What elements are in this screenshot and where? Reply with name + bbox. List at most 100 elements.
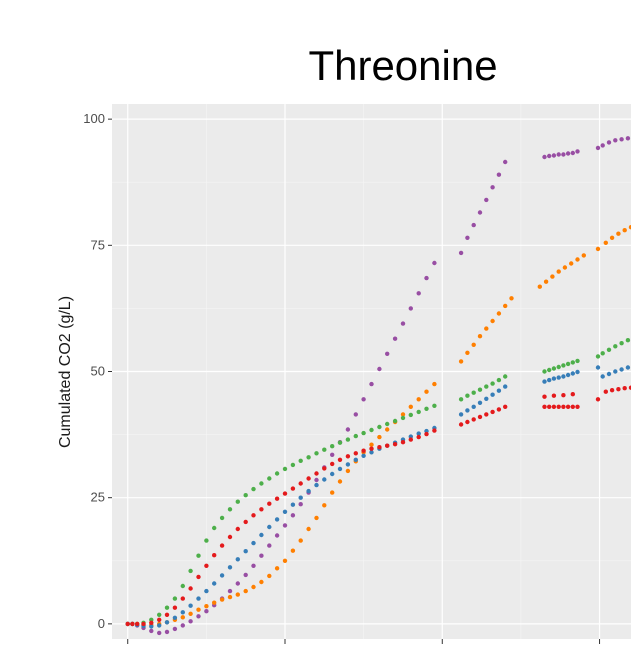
data-point [424,406,429,411]
data-point [509,296,514,301]
data-point [314,515,319,521]
data-point [172,605,178,610]
data-point [477,334,483,339]
data-point [259,507,264,512]
y-tick-label: 100 [83,111,105,126]
data-point [575,257,580,262]
data-point [330,452,335,457]
data-point [164,612,170,617]
series-4 [125,385,631,627]
data-point [628,385,631,390]
data-point [157,630,162,636]
data-point [227,594,233,600]
data-point [180,610,185,615]
data-point [172,596,178,601]
data-point [542,154,547,160]
data-point [503,374,508,379]
data-point [298,495,303,500]
y-axis: 0 25 50 75 100 [83,111,112,631]
data-point [484,197,489,203]
data-point [503,159,508,165]
data-point [196,614,201,619]
data-point [458,412,464,417]
data-point [551,393,557,398]
data-point [606,140,612,145]
data-point [432,381,437,387]
data-point [416,409,421,415]
data-point [196,553,201,558]
data-point [392,336,398,341]
data-point [556,152,561,157]
data-point [235,592,240,597]
data-point [345,468,351,474]
data-point [361,430,366,436]
data-point [465,419,470,425]
data-point [361,453,366,458]
data-point [613,344,618,349]
data-point [424,431,429,437]
data-point [503,384,508,389]
data-point [369,381,374,387]
data-point [219,573,225,578]
data-point [556,364,561,370]
data-point [274,496,280,501]
data-point [196,607,201,612]
data-point [196,596,201,601]
data-point [551,404,557,409]
data-point [251,584,256,590]
data-point [164,620,170,625]
data-point [600,143,605,148]
data-point [385,351,390,356]
data-point [330,444,335,449]
series-1 [125,225,631,628]
data-point [135,621,140,627]
data-point [603,240,608,245]
data-point [543,279,549,284]
data-point [369,427,374,433]
data-point [424,389,429,394]
data-point [471,417,476,422]
data-point [259,553,264,558]
data-point [180,583,185,589]
data-point [212,525,217,531]
data-point [550,274,555,279]
y-tick-label: 75 [91,237,105,252]
data-point [561,363,566,368]
data-point [609,235,615,240]
data-point [542,369,547,374]
data-point [345,462,351,467]
data-point [188,619,193,624]
data-point [622,228,627,233]
data-point [408,306,413,311]
data-point [306,476,311,481]
data-point [204,588,209,594]
data-point [569,261,574,266]
data-point [542,379,547,384]
data-point [625,365,631,370]
data-point [619,367,624,372]
data-point [424,275,429,281]
data-point [274,471,280,476]
data-point [298,458,303,463]
data-point [377,424,382,430]
data-point [298,538,303,543]
data-point [625,136,631,141]
data-point [125,621,130,627]
data-point [603,389,608,394]
data-point [477,210,483,215]
data-point [600,374,605,379]
data-point [542,394,547,399]
data-point [400,440,406,445]
data-point [322,466,327,471]
data-point [227,507,233,512]
data-point [274,517,280,522]
data-point [408,412,413,418]
data-point [556,375,561,380]
data-point [290,502,296,507]
data-point [212,581,217,586]
data-point [251,540,256,546]
data-point [551,153,557,158]
data-point [157,623,162,628]
data-point [282,491,288,496]
data-point [306,488,311,494]
